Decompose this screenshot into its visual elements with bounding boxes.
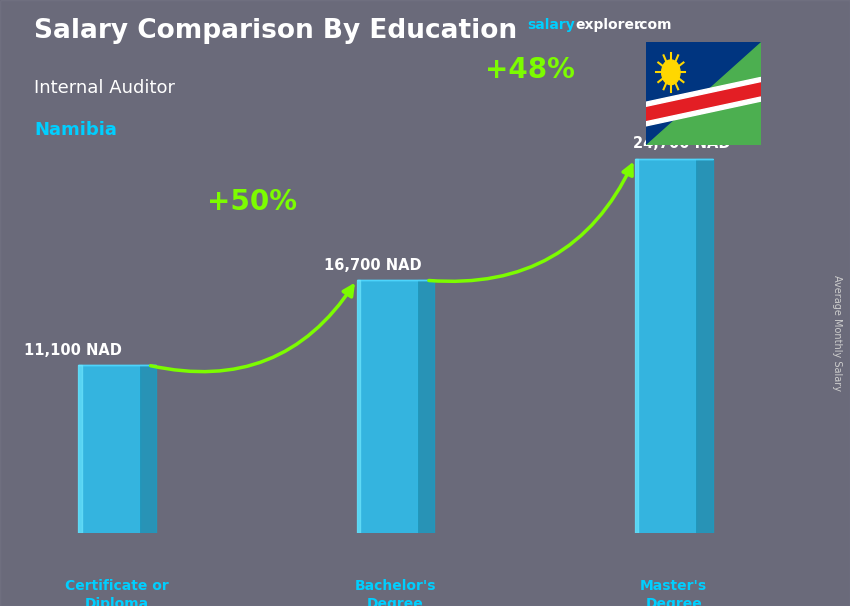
Text: Average Monthly Salary: Average Monthly Salary [832,275,842,391]
Text: 16,700 NAD: 16,700 NAD [325,258,422,273]
FancyBboxPatch shape [635,159,696,533]
Polygon shape [417,280,434,533]
FancyArrowPatch shape [429,165,632,281]
FancyBboxPatch shape [78,365,139,533]
Circle shape [661,60,680,85]
Text: Internal Auditor: Internal Auditor [34,79,175,97]
Text: 24,700 NAD: 24,700 NAD [633,136,731,152]
Text: salary: salary [527,18,575,32]
Polygon shape [646,42,761,145]
Polygon shape [635,159,638,533]
Text: Bachelor's
Degree: Bachelor's Degree [354,579,436,606]
Polygon shape [356,280,360,533]
Text: +50%: +50% [207,188,298,216]
Text: +48%: +48% [485,56,575,84]
Text: .com: .com [635,18,672,32]
Polygon shape [696,159,712,533]
Polygon shape [646,78,761,106]
Text: Namibia: Namibia [34,121,116,139]
Polygon shape [646,97,761,126]
Text: Certificate or
Diploma: Certificate or Diploma [65,579,169,606]
Polygon shape [78,365,82,533]
Polygon shape [646,82,761,122]
Polygon shape [646,42,761,145]
Text: explorer: explorer [575,18,641,32]
Text: 11,100 NAD: 11,100 NAD [24,342,122,358]
Polygon shape [139,365,156,533]
Text: Master's
Degree: Master's Degree [640,579,707,606]
FancyArrowPatch shape [150,286,353,371]
FancyBboxPatch shape [356,280,417,533]
Text: Salary Comparison By Education: Salary Comparison By Education [34,18,517,44]
